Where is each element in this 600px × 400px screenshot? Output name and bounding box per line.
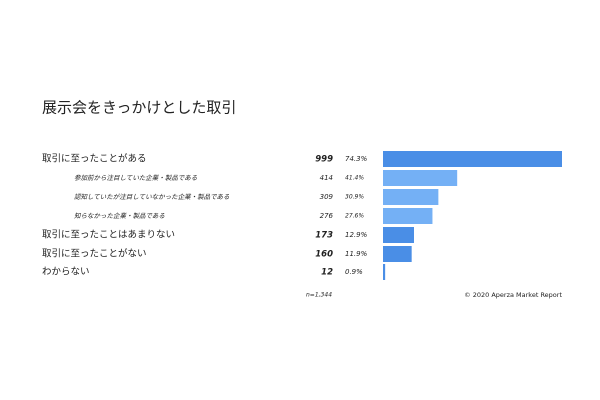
- percent-label: 12.9%: [345, 231, 368, 239]
- percent-label: 30.9%: [345, 194, 364, 201]
- sample-note: n=1,344: [306, 292, 332, 299]
- percent-label: 27.6%: [345, 213, 364, 220]
- bar: [383, 151, 562, 167]
- bar: [383, 227, 414, 243]
- category-label: 知らなかった企業・製品である: [74, 212, 165, 220]
- count-label: 309: [320, 193, 334, 201]
- percent-label: 41.4%: [345, 175, 364, 182]
- bar: [383, 246, 412, 262]
- bar: [383, 208, 433, 224]
- count-label: 414: [320, 174, 333, 182]
- count-label: 12: [321, 268, 333, 278]
- chart-title: 展示会をきっかけとした取引: [42, 99, 236, 117]
- bar: [383, 264, 386, 280]
- count-label: 160: [315, 250, 333, 260]
- percent-label: 74.3%: [345, 155, 368, 163]
- bar: [383, 170, 458, 186]
- count-label: 276: [320, 212, 334, 220]
- source: © 2020 Aperza Market Report: [464, 291, 562, 299]
- category-label: 取引に至ったことはあまりない: [42, 230, 175, 241]
- category-label: 取引に至ったことがある: [42, 153, 147, 165]
- count-label: 173: [315, 231, 333, 241]
- bar: [383, 189, 439, 205]
- category-label: 認知していたが注目していなかった企業・製品である: [74, 193, 230, 201]
- count-label: 999: [315, 155, 333, 165]
- category-label: わからない: [42, 267, 90, 278]
- percent-label: 0.9%: [345, 268, 363, 276]
- category-label: 参加前から注目していた企業・製品である: [74, 174, 198, 182]
- percent-label: 11.9%: [345, 250, 368, 258]
- category-label: 取引に至ったことがない: [42, 248, 147, 260]
